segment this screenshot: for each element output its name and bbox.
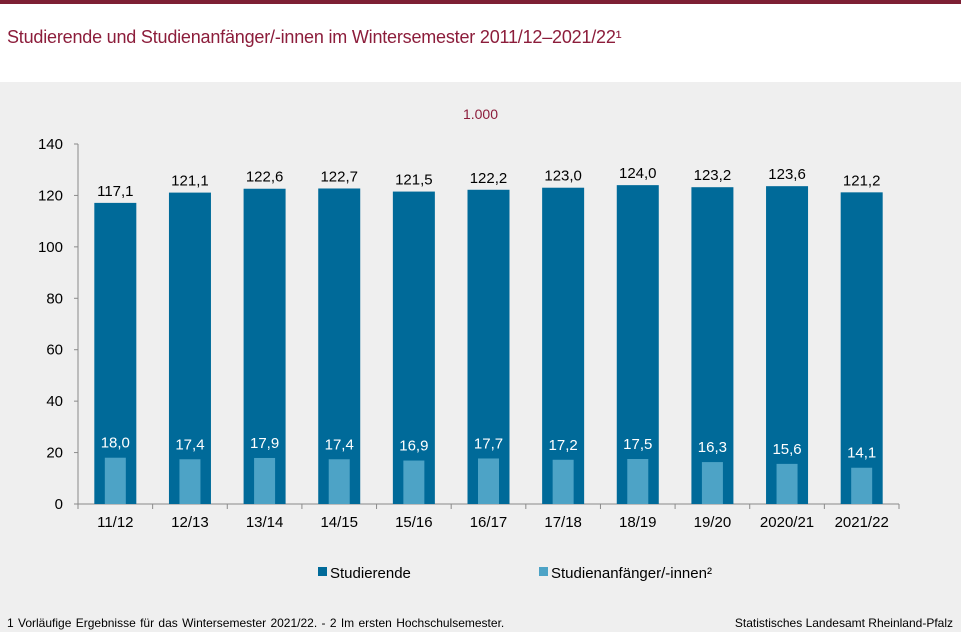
x-tick-label: 16/17 (470, 514, 508, 531)
x-tick-label: 12/13 (171, 514, 209, 531)
bar-studierende (840, 192, 883, 505)
y-tick-label: 120 (38, 187, 63, 204)
data-label-studierende: 121,5 (395, 172, 433, 189)
data-label-studierende: 122,2 (470, 170, 508, 187)
y-tick-label: 60 (46, 342, 63, 359)
x-tick-label: 13/14 (246, 514, 284, 531)
legend-swatch-studienanfaenger (539, 567, 548, 576)
bar-studierende (467, 189, 510, 504)
data-label-studienanfaenger: 17,2 (549, 437, 578, 454)
x-tick-label: 18/19 (619, 514, 657, 531)
bar-studierende (392, 191, 435, 505)
footnote: 1 Vorläufige Ergebnisse für das Winterse… (7, 616, 505, 630)
y-tick-label: 20 (46, 445, 63, 462)
data-label-studierende: 121,1 (171, 173, 209, 190)
top-accent-bar (0, 0, 961, 4)
data-label-studierende: 121,2 (843, 172, 881, 189)
data-label-studierende: 122,6 (246, 169, 284, 186)
bar-studienanfaenger (776, 463, 798, 504)
data-label-studienanfaenger: 17,9 (250, 435, 279, 452)
data-label-studienanfaenger: 14,1 (847, 445, 876, 462)
bar-studierende (542, 187, 585, 504)
bar-studierende (766, 186, 809, 504)
y-tick-label: 140 (38, 136, 63, 153)
data-label-studierende: 123,2 (694, 167, 732, 184)
x-tick-label: 11/12 (97, 514, 133, 531)
x-tick-label: 14/15 (320, 514, 358, 531)
bar-studierende (243, 188, 286, 504)
data-label-studierende: 124,0 (619, 165, 657, 182)
legend-label-studienanfaenger: Studienanfänger/-innen² (551, 565, 712, 582)
y-tick-label: 40 (46, 393, 63, 410)
bar-studienanfaenger (478, 458, 499, 504)
data-label-studienanfaenger: 16,9 (399, 438, 428, 455)
legend-swatch-studierende (318, 567, 327, 576)
bar-studienanfaenger (701, 462, 723, 504)
x-tick-label: 2021/22 (835, 514, 889, 531)
data-label-studienanfaenger: 17,4 (325, 436, 354, 453)
data-label-studienanfaenger: 15,6 (772, 441, 801, 458)
bar-studienanfaenger (328, 459, 350, 504)
bar-studierende (691, 187, 734, 504)
bar-studienanfaenger (179, 459, 201, 504)
data-label-studienanfaenger: 16,3 (698, 439, 727, 456)
data-label-studierende: 123,0 (544, 168, 582, 185)
y-tick-label: 100 (38, 239, 63, 256)
data-label-studienanfaenger: 17,5 (623, 436, 652, 453)
y-tick-label: 80 (46, 290, 63, 307)
bar-studienanfaenger (627, 459, 649, 504)
data-label-studienanfaenger: 17,4 (175, 436, 204, 453)
x-tick-label: 2020/21 (760, 514, 814, 531)
data-label-studienanfaenger: 18,0 (101, 435, 130, 452)
bar-studierende (94, 202, 137, 504)
bar-studierende (318, 188, 361, 504)
data-label-studierende: 123,6 (768, 166, 806, 183)
x-tick-label: 19/20 (694, 514, 732, 531)
unit-label: 1.000 (462, 106, 499, 122)
data-label-studierende: 117,1 (97, 183, 133, 200)
bar-studierende (168, 192, 211, 504)
legend-label-studierende: Studierende (330, 565, 411, 582)
x-tick-label: 17/18 (544, 514, 582, 531)
bar-studienanfaenger (403, 460, 425, 504)
bar-studienanfaenger (104, 457, 126, 504)
bar-studienanfaenger (254, 457, 276, 504)
bar-studierende (616, 185, 659, 504)
y-tick-label: 0 (55, 496, 63, 513)
chart-title: Studierende und Studienanfänger/-innen i… (7, 27, 622, 47)
data-label-studierende: 122,7 (320, 168, 358, 185)
source-note: Statistisches Landesamt Rheinland-Pfalz (734, 616, 953, 630)
data-label-studienanfaenger: 17,7 (474, 435, 503, 452)
bar-studienanfaenger (851, 467, 873, 504)
bar-studienanfaenger (552, 459, 574, 504)
x-tick-label: 15/16 (395, 514, 433, 531)
